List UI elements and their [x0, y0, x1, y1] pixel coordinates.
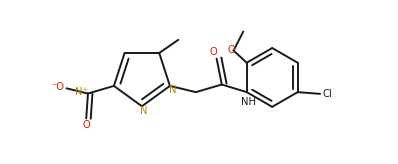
Text: O: O — [228, 45, 236, 55]
Text: O: O — [82, 120, 90, 130]
Text: N⁺: N⁺ — [75, 87, 88, 97]
Text: ⁻O: ⁻O — [51, 82, 64, 92]
Text: N: N — [169, 85, 176, 95]
Text: O: O — [209, 47, 217, 57]
Text: Cl: Cl — [323, 89, 333, 99]
Text: NH: NH — [241, 97, 256, 107]
Text: N: N — [140, 106, 147, 116]
